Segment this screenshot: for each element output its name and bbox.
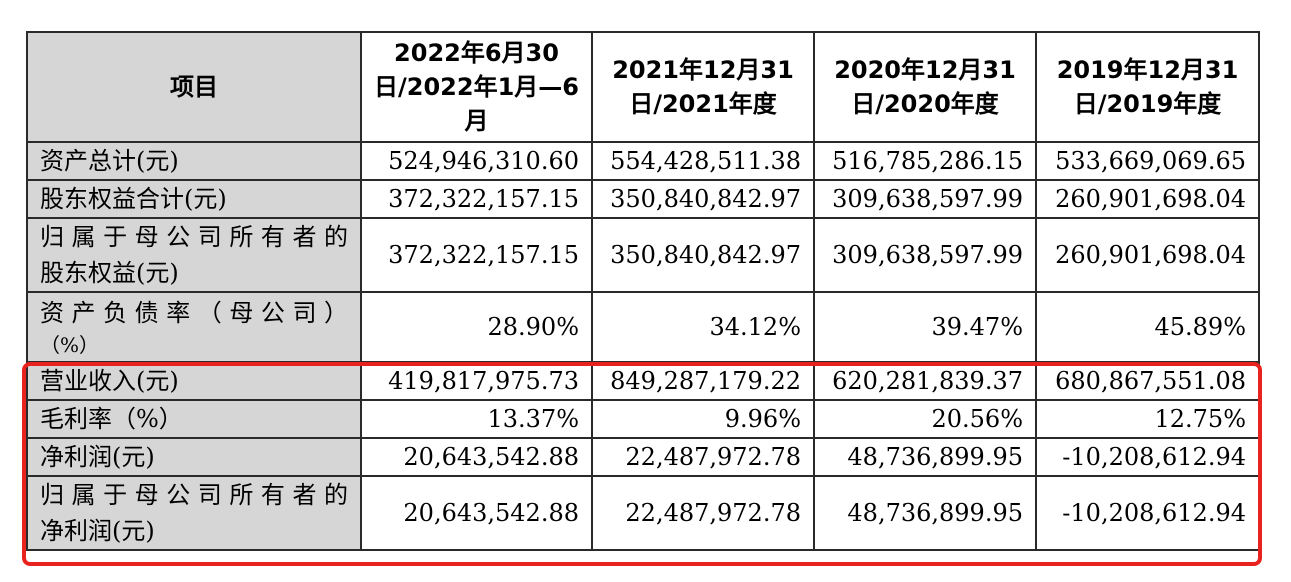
cell-value: 48,736,899.95 [813, 475, 1037, 551]
financial-table: 项目 2022年6月30日/2022年1月—6月 2021年12月31日/202… [26, 31, 1260, 551]
cell-value: 533,669,069.65 [1035, 141, 1260, 181]
cell-value: 39.47% [813, 291, 1037, 363]
row-label-line: 归属于母公司所有者的 [40, 481, 348, 509]
row-label-line: 净利润(元) [40, 517, 155, 545]
cell-value: 28.90% [360, 291, 593, 363]
header-item: 项目 [26, 31, 362, 143]
cell-value: 620,281,839.37 [813, 361, 1037, 401]
row-label: 资产总计(元) [26, 141, 362, 181]
row-label-line: 股东权益(元) [40, 259, 179, 287]
table-header-row: 项目 2022年6月30日/2022年1月—6月 2021年12月31日/202… [26, 31, 1260, 143]
table-row: 资产总计(元) 524,946,310.60 554,428,511.38 51… [26, 141, 1260, 181]
cell-value: 34.12% [591, 291, 815, 363]
row-label: 股东权益合计(元) [26, 179, 362, 219]
cell-value: 309,638,597.99 [813, 217, 1037, 293]
row-label: 营业收入(元) [26, 361, 362, 401]
cell-value: 48,736,899.95 [813, 437, 1037, 477]
cell-value: 260,901,698.04 [1035, 217, 1260, 293]
cell-value: 350,840,842.97 [591, 179, 815, 219]
row-label-line: 归属于母公司所有者的 [40, 223, 348, 251]
cell-value: -10,208,612.94 [1035, 475, 1260, 551]
row-label: 资产负债率（母公司） （%） [26, 291, 362, 363]
cell-value: 20,643,542.88 [360, 475, 593, 551]
header-2021: 2021年12月31日/2021年度 [591, 31, 815, 143]
cell-value: 45.89% [1035, 291, 1260, 363]
cell-value: 20,643,542.88 [360, 437, 593, 477]
cell-value: 372,322,157.15 [360, 217, 593, 293]
row-label: 净利润(元) [26, 437, 362, 477]
cell-value: 680,867,551.08 [1035, 361, 1260, 401]
cell-value: 372,322,157.15 [360, 179, 593, 219]
header-2019: 2019年12月31日/2019年度 [1035, 31, 1260, 143]
row-label: 归属于母公司所有者的 股东权益(元) [26, 217, 362, 293]
table-row: 毛利率（%） 13.37% 9.96% 20.56% 12.75% [26, 399, 1260, 439]
row-label: 毛利率（%） [26, 399, 362, 439]
cell-value: 13.37% [360, 399, 593, 439]
cell-value: 20.56% [813, 399, 1037, 439]
table-row: 归属于母公司所有者的 净利润(元) 20,643,542.88 22,487,9… [26, 475, 1260, 551]
cell-value: 309,638,597.99 [813, 179, 1037, 219]
cell-value: 22,487,972.78 [591, 437, 815, 477]
header-2022h1: 2022年6月30日/2022年1月—6月 [360, 31, 593, 143]
table-row: 资产负债率（母公司） （%） 28.90% 34.12% 39.47% 45.8… [26, 291, 1260, 363]
table-row: 净利润(元) 20,643,542.88 22,487,972.78 48,73… [26, 437, 1260, 477]
cell-value: -10,208,612.94 [1035, 437, 1260, 477]
cell-value: 22,487,972.78 [591, 475, 815, 551]
table-row: 股东权益合计(元) 372,322,157.15 350,840,842.97 … [26, 179, 1260, 219]
cell-value: 260,901,698.04 [1035, 179, 1260, 219]
row-label-line: （%） [40, 333, 100, 357]
cell-value: 350,840,842.97 [591, 217, 815, 293]
cell-value: 849,287,179.22 [591, 361, 815, 401]
cell-value: 516,785,286.15 [813, 141, 1037, 181]
cell-value: 419,817,975.73 [360, 361, 593, 401]
cell-value: 12.75% [1035, 399, 1260, 439]
row-label: 归属于母公司所有者的 净利润(元) [26, 475, 362, 551]
cell-value: 9.96% [591, 399, 815, 439]
row-label-line: 资产负债率（母公司） [40, 299, 348, 327]
cell-value: 554,428,511.38 [591, 141, 815, 181]
header-2020: 2020年12月31日/2020年度 [813, 31, 1037, 143]
cell-value: 524,946,310.60 [360, 141, 593, 181]
table-row: 归属于母公司所有者的 股东权益(元) 372,322,157.15 350,84… [26, 217, 1260, 293]
table-row: 营业收入(元) 419,817,975.73 849,287,179.22 62… [26, 361, 1260, 401]
